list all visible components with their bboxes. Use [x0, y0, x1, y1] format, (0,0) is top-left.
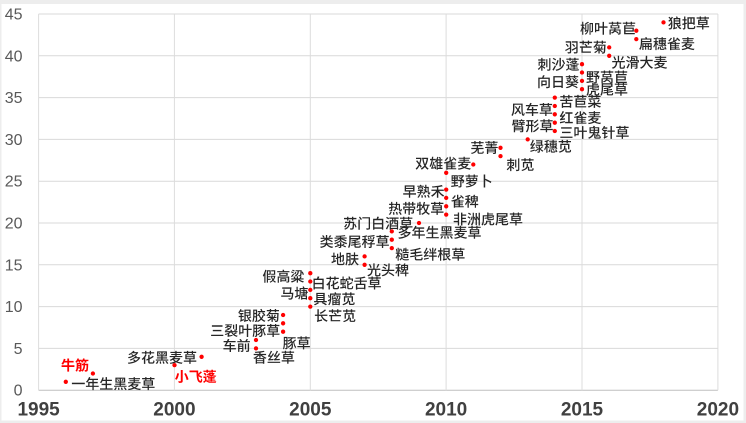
svg-text:5: 5 [14, 341, 23, 358]
svg-text:2000: 2000 [153, 399, 195, 420]
svg-text:30: 30 [5, 132, 23, 149]
svg-text:20: 20 [5, 216, 23, 233]
svg-text:35: 35 [5, 90, 23, 107]
svg-text:2015: 2015 [561, 399, 604, 420]
svg-text:2005: 2005 [289, 399, 332, 420]
svg-text:40: 40 [5, 48, 23, 65]
svg-text:2010: 2010 [425, 399, 467, 420]
svg-text:15: 15 [5, 257, 23, 274]
svg-text:45: 45 [5, 7, 23, 24]
svg-text:25: 25 [5, 174, 23, 191]
svg-text:2020: 2020 [697, 399, 739, 420]
svg-text:0: 0 [14, 383, 23, 400]
svg-text:1995: 1995 [17, 399, 60, 420]
svg-text:10: 10 [5, 299, 23, 316]
